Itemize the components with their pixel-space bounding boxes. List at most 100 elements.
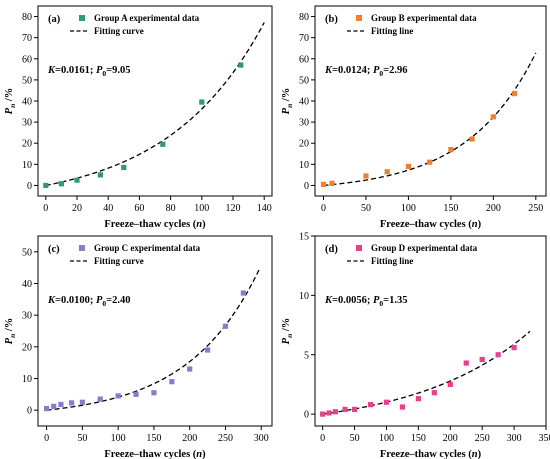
y-tick-label: 40: [22, 97, 32, 108]
x-tick-label: 100: [401, 203, 416, 214]
y-tick-label: 20: [22, 139, 32, 150]
data-point: [320, 181, 327, 187]
y-tick-label: 0: [304, 410, 309, 421]
fitting-curve: [45, 22, 265, 187]
data-point: [160, 141, 166, 147]
data-point: [495, 352, 501, 358]
y-tick-label: 20: [299, 139, 309, 150]
y-tick-label: 10: [22, 374, 32, 385]
y-tick-label: 50: [299, 75, 309, 86]
y-tick-label: 0: [304, 181, 309, 192]
x-tick-label: 120: [226, 203, 241, 214]
data-point: [384, 169, 390, 175]
data-point: [115, 393, 121, 399]
legend-label-points: Group B experimental data: [371, 13, 477, 23]
x-tick-label: 200: [486, 203, 501, 214]
plot-frame: [314, 235, 547, 427]
x-axis-label: Freeze–thaw cycles (n): [380, 449, 482, 459]
fitting-curve: [323, 52, 537, 187]
y-tick-label: 60: [299, 54, 309, 65]
data-point: [97, 172, 103, 178]
plot-frame: [314, 5, 547, 197]
legend-marker: [79, 15, 85, 21]
data-point: [151, 390, 157, 396]
y-axis-label: Pn /%: [281, 88, 294, 115]
y-tick-label: 70: [299, 33, 309, 44]
data-point: [187, 366, 193, 372]
data-point: [351, 406, 358, 412]
panel-label: (a): [48, 14, 61, 25]
y-tick-label: 40: [299, 97, 309, 108]
y-tick-label: 0: [27, 406, 32, 417]
fit-parameters-text: K=0.0056; P0=1.35: [324, 295, 408, 308]
x-tick-label: 250: [475, 433, 490, 444]
data-point: [490, 114, 496, 120]
legend-label-line: Fitting line: [371, 26, 413, 36]
x-tick-label: 0: [43, 203, 48, 214]
x-tick-label: 0: [320, 433, 325, 444]
chart-panel-d: 0 50 100 150 200 250 300 350 0 5 10 15 Freeze–thaw c…: [281, 232, 550, 459]
data-point: [97, 396, 103, 402]
legend-marker: [356, 245, 362, 251]
x-tick-label: 300: [254, 433, 269, 444]
data-point: [363, 173, 369, 179]
chart-panel-b: 0 50 100 150 200 250 0 10 20 30 40 50 60 70 80 Freeze–t…: [281, 5, 547, 230]
y-tick-label: 0: [27, 181, 32, 192]
legend-label-line: Fitting curve: [94, 26, 144, 36]
y-tick-label: 5: [304, 350, 309, 361]
data-point: [58, 181, 64, 187]
data-point: [427, 159, 433, 165]
data-point: [58, 401, 64, 408]
y-axis-label: Pn /%: [281, 318, 294, 345]
legend-label-points: Group C experimental data: [94, 243, 201, 253]
data-point: [511, 345, 517, 351]
data-point: [121, 164, 127, 171]
x-axis-label: Freeze–thaw cycles (n): [104, 449, 206, 459]
fit-parameters-text: K=0.0124; P0=2.96: [324, 65, 408, 78]
data-point: [326, 410, 332, 416]
x-tick-label: 100: [379, 433, 394, 444]
fit-parameters-text: K=0.0161; P0=9.05: [47, 65, 131, 78]
data-point: [329, 180, 335, 186]
y-tick-label: 20: [22, 342, 32, 353]
x-axis-label: Freeze–thaw cycles (n): [380, 219, 482, 230]
chart-panel-c: 0 50 100 150 200 250 300 0 10 20 30 40 50 Freeze–thaw…: [4, 235, 273, 459]
legend-label-points: Group D experimental data: [371, 243, 478, 253]
plot-frame: [37, 5, 273, 197]
data-point: [240, 290, 246, 296]
y-tick-label: 40: [22, 279, 32, 290]
fit-parameters-text: K=0.0100; P0=2.40: [47, 295, 131, 308]
x-tick-label: 100: [111, 433, 126, 444]
x-tick-label: 50: [350, 433, 360, 444]
data-point: [479, 356, 485, 363]
data-point: [447, 381, 453, 388]
panel-label: (c): [48, 244, 60, 255]
data-point: [199, 99, 205, 105]
y-tick-label: 60: [22, 54, 32, 65]
panel-label: (b): [325, 14, 338, 25]
chart-panel-a: 0 20 40 60 80 100 120 140 0 10 20 30 40 50 60 70 80 Freez…: [4, 5, 273, 230]
x-tick-label: 0: [321, 203, 326, 214]
data-point: [133, 391, 139, 397]
x-tick-label: 150: [443, 203, 458, 214]
x-tick-label: 20: [72, 203, 82, 214]
legend-label-points: Group A experimental data: [94, 13, 200, 23]
data-point: [463, 360, 469, 366]
y-tick-label: 80: [299, 12, 309, 23]
x-tick-label: 80: [166, 203, 176, 214]
data-point: [238, 62, 244, 68]
y-tick-label: 70: [22, 33, 32, 44]
data-point: [320, 411, 326, 417]
data-point: [43, 405, 50, 412]
legend-label-line: Fitting line: [371, 256, 413, 266]
data-point: [383, 399, 390, 405]
y-tick-label: 10: [299, 160, 309, 171]
x-tick-label: 60: [134, 203, 144, 214]
y-tick-label: 15: [299, 232, 309, 243]
data-point: [43, 182, 49, 189]
data-point: [222, 323, 229, 329]
y-tick-label: 30: [22, 311, 32, 322]
data-point: [169, 379, 175, 385]
data-point: [51, 403, 57, 409]
